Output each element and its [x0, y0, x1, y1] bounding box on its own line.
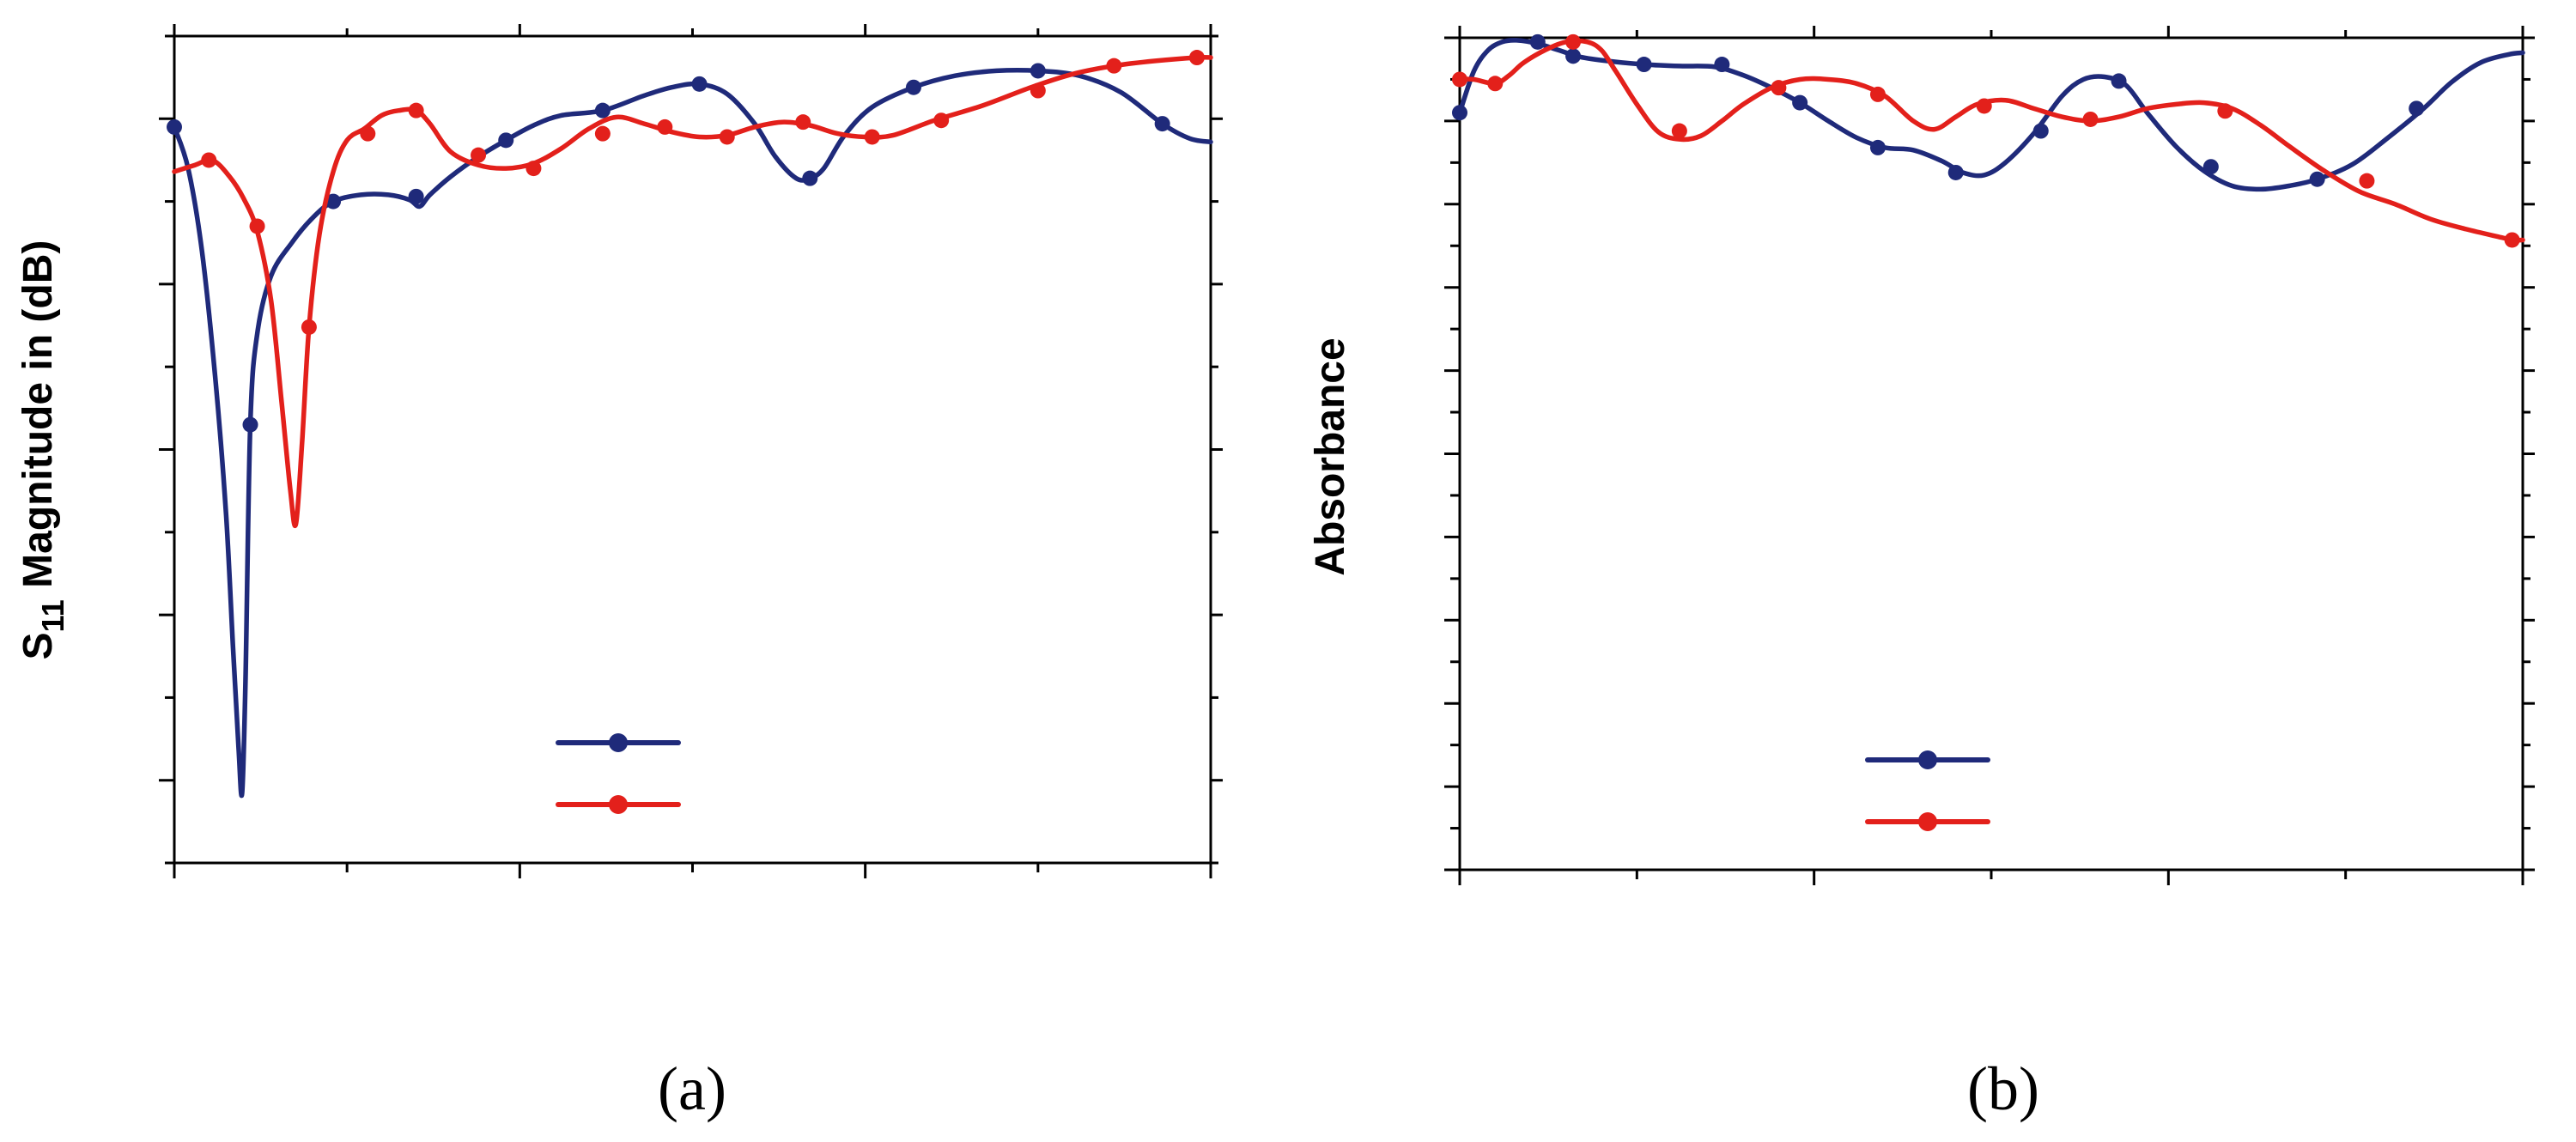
- data-point-cst: [1636, 57, 1652, 73]
- data-point-hfss: [933, 112, 950, 129]
- data-point-cst: [498, 132, 514, 149]
- plot-frame: [1458, 36, 2524, 872]
- y-axis-label-rest: Magnitude in (dB): [15, 240, 61, 600]
- legend-marker-cst: [1918, 750, 1937, 769]
- panel-b-absorbance-chart: Absorbance: [1308, 26, 2535, 885]
- data-point-hfss: [1976, 98, 1992, 114]
- panel-a-s11-chart: S11 Magnitude in (dB): [15, 24, 1223, 878]
- data-point-cst: [802, 170, 818, 186]
- data-point-cst: [1947, 164, 1964, 180]
- data-point-cst: [905, 79, 921, 95]
- y-axis-label-subscript: 11: [35, 599, 70, 632]
- data-point-hfss: [1487, 76, 1504, 92]
- data-point-hfss: [1671, 123, 1687, 139]
- data-point-hfss: [2217, 103, 2233, 119]
- data-point-cst: [594, 102, 611, 118]
- data-point-hfss: [2359, 173, 2375, 189]
- data-point-hfss: [1106, 58, 1122, 74]
- data-point-hfss: [301, 319, 317, 335]
- data-point-cst: [2032, 123, 2049, 139]
- data-point-cst: [1869, 139, 1886, 155]
- y-axis-label: S11 Magnitude in (dB): [15, 240, 70, 660]
- data-point-cst: [1529, 33, 1546, 50]
- data-point-cst: [2409, 100, 2425, 117]
- data-point-cst: [2202, 159, 2219, 175]
- data-point-hfss: [719, 129, 735, 145]
- series-line-hfss: [1457, 38, 2525, 243]
- data-point-cst: [2111, 73, 2127, 89]
- data-point-cst: [691, 76, 708, 92]
- legend-marker-cst: [609, 733, 628, 752]
- data-point-hfss: [657, 118, 673, 135]
- y-axis-label: Absorbance: [1308, 337, 1353, 575]
- data-point-hfss: [795, 114, 811, 131]
- panel-a-caption: (a): [658, 1054, 726, 1123]
- data-point-cst: [1452, 105, 1467, 121]
- plot-frame: [173, 34, 1212, 865]
- data-point-hfss: [1771, 80, 1787, 96]
- data-point-cst: [242, 416, 258, 433]
- y-axis-label-main: S: [15, 632, 61, 659]
- data-point-cst: [325, 193, 342, 210]
- data-point-hfss: [864, 129, 880, 145]
- data-point-hfss: [360, 125, 376, 142]
- data-point-hfss: [471, 147, 487, 163]
- data-point-cst: [1565, 48, 1582, 64]
- data-point-hfss: [408, 102, 424, 118]
- data-point-hfss: [594, 125, 611, 142]
- data-point-cst: [1154, 116, 1170, 132]
- series-line-hfss: [172, 54, 1213, 529]
- data-point-hfss: [526, 161, 542, 177]
- data-point-cst: [167, 118, 182, 135]
- data-point-hfss: [201, 152, 217, 168]
- series-line-cst: [1457, 38, 2525, 192]
- data-point-hfss: [1565, 33, 1582, 50]
- legend-marker-hfss: [1918, 812, 1937, 831]
- legend-marker-hfss: [609, 795, 628, 814]
- data-point-hfss: [249, 218, 265, 234]
- data-point-cst: [1030, 63, 1046, 79]
- data-point-hfss: [1869, 86, 1886, 102]
- data-point-hfss: [2082, 111, 2099, 127]
- data-point-hfss: [2504, 232, 2520, 248]
- data-point-cst: [1792, 94, 1808, 111]
- panel-b-caption: (b): [1967, 1054, 2039, 1123]
- data-point-hfss: [1030, 82, 1046, 99]
- data-point-cst: [1714, 57, 1730, 73]
- data-point-hfss: [1452, 71, 1467, 88]
- data-point-cst: [2309, 171, 2325, 187]
- data-point-cst: [408, 188, 424, 204]
- data-point-hfss: [1188, 50, 1205, 66]
